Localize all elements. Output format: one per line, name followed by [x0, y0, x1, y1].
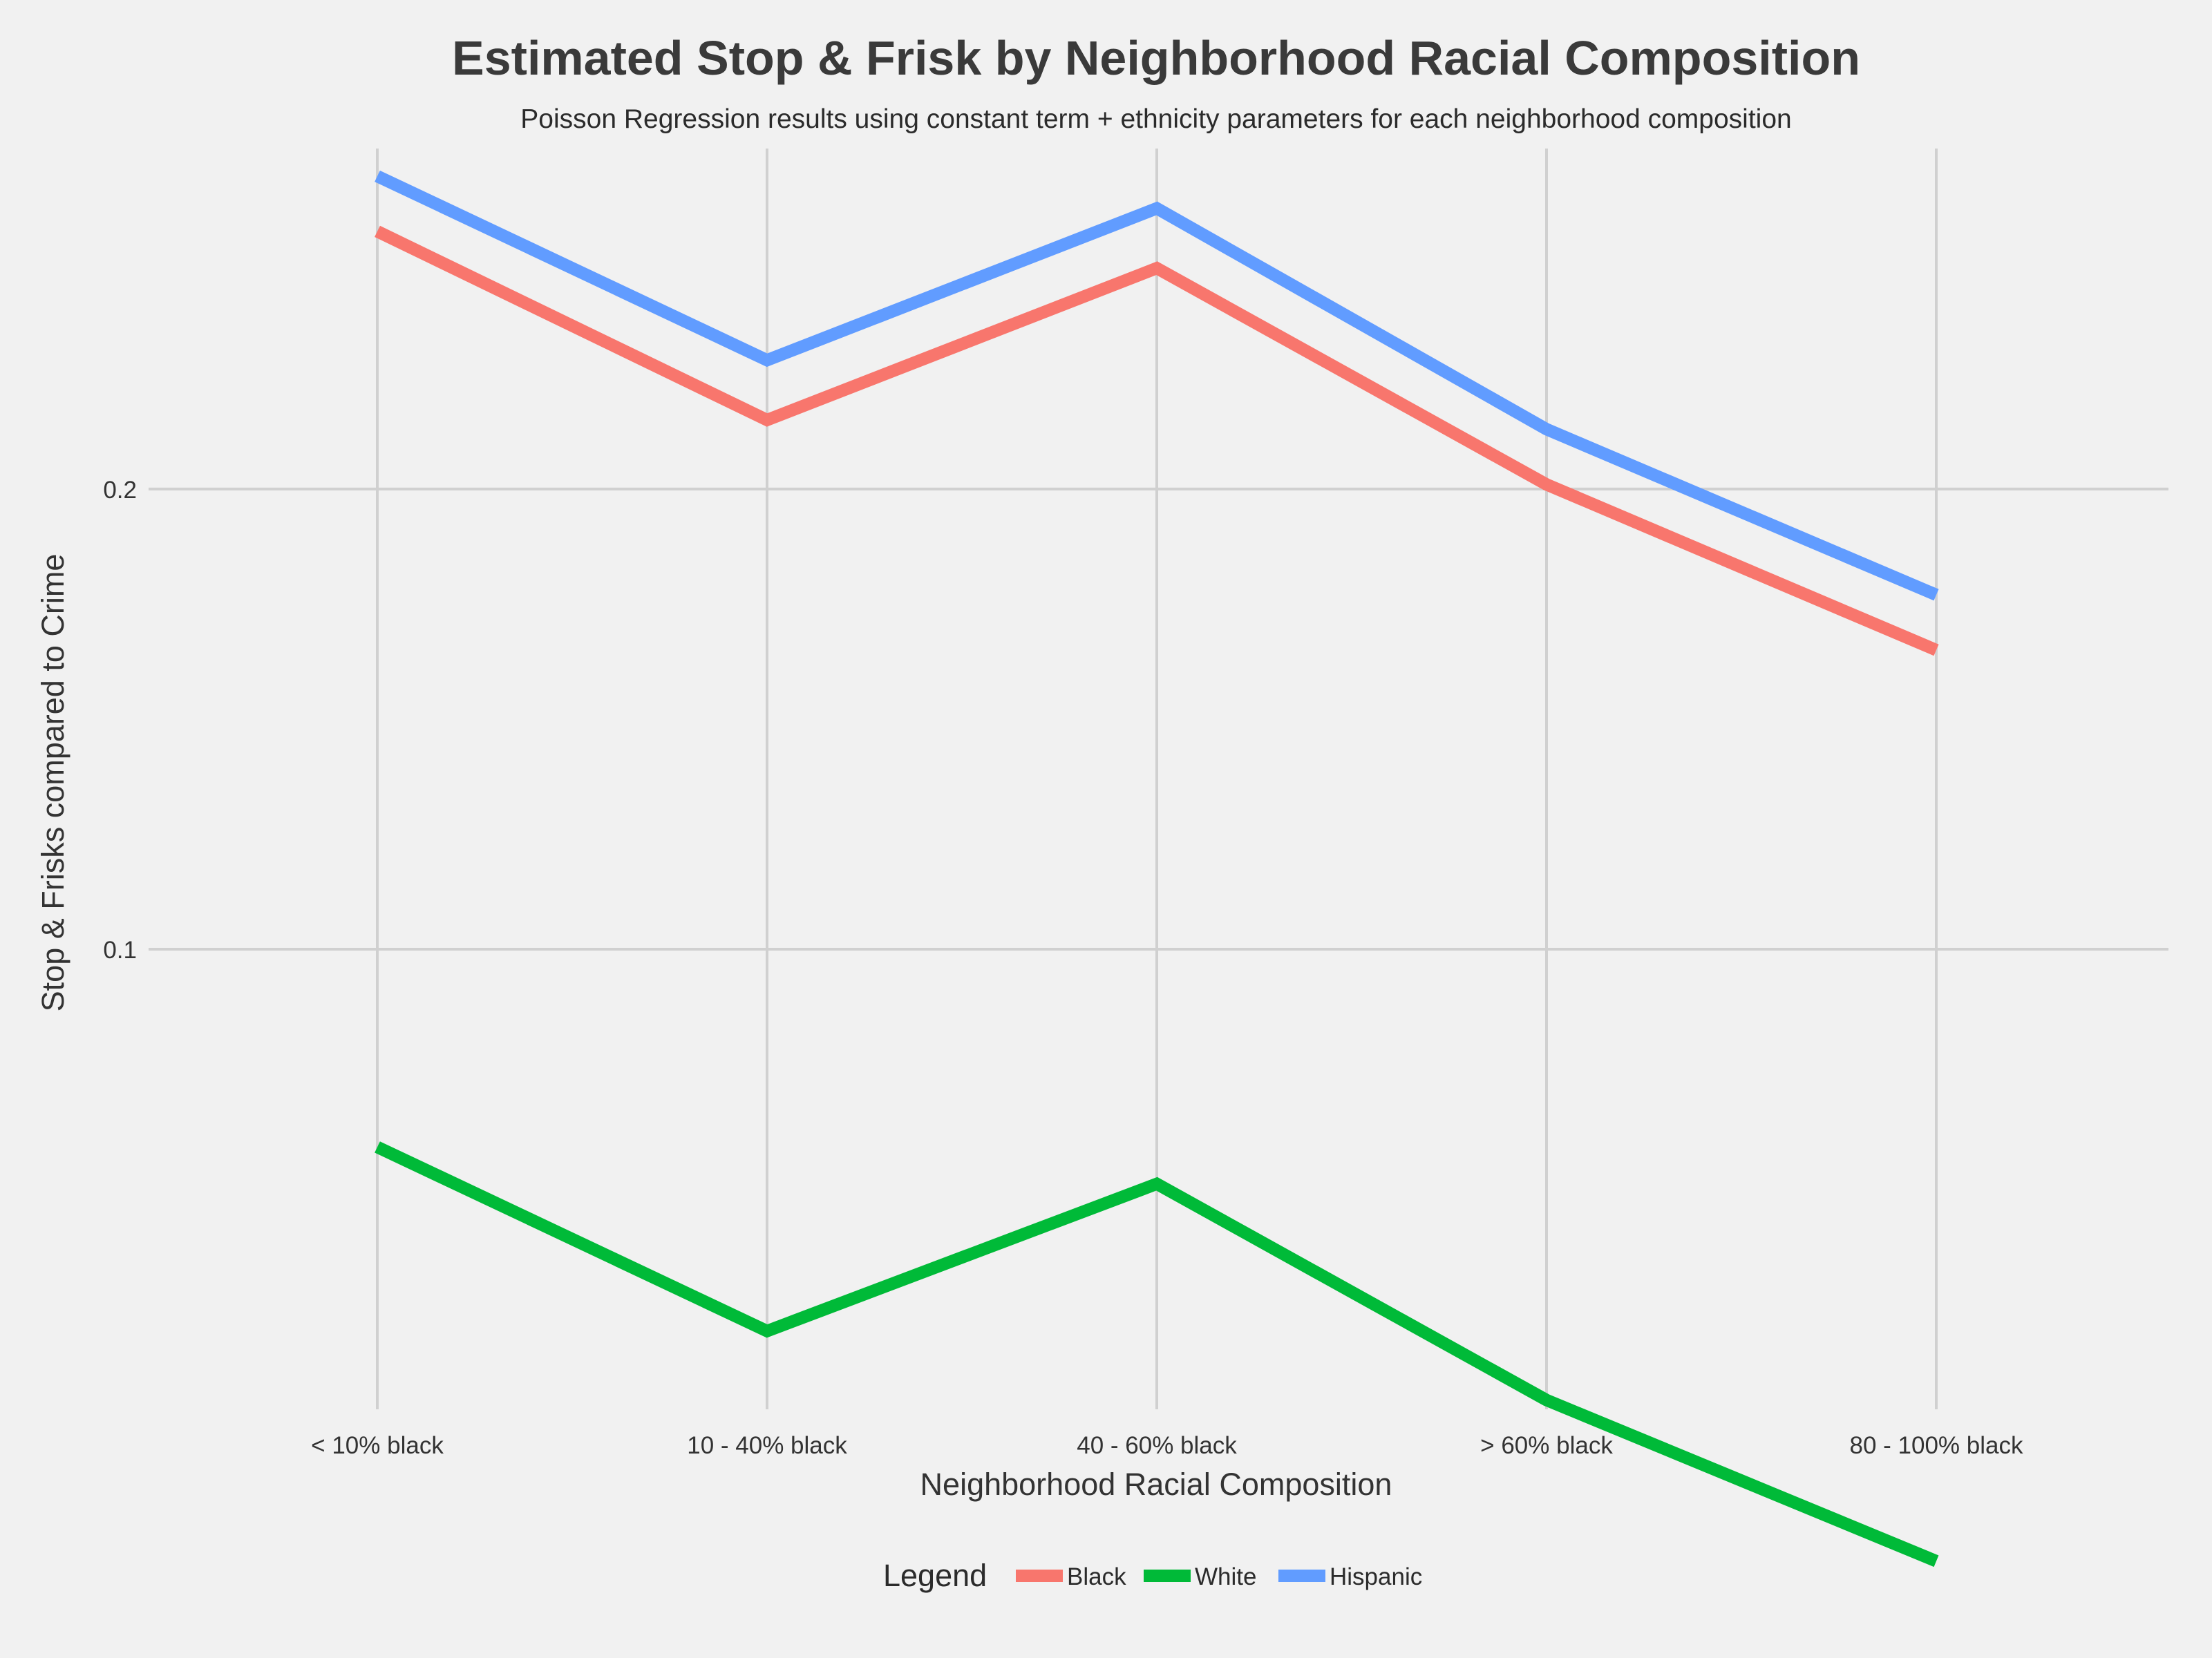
legend-title: Legend	[883, 1558, 987, 1593]
x-tick-labels: < 10% black 10 - 40% black 40 - 60% black >…	[311, 1432, 2023, 1459]
series-layer	[375, 170, 1939, 1568]
series-line-black	[375, 225, 1939, 656]
legend-label-white: White	[1195, 1563, 1256, 1590]
y-axis-title: Stop & Frisks compared to Crime	[35, 554, 70, 1012]
x-tick-label: < 10% black	[311, 1432, 444, 1459]
legend-label-black: Black	[1067, 1563, 1126, 1590]
y-tick-label: 0.2	[103, 477, 137, 504]
x-tick-label: 80 - 100% black	[1850, 1432, 2023, 1459]
x-tick-label: > 60% black	[1480, 1432, 1613, 1459]
series-line-white	[375, 1141, 1939, 1568]
x-tick-label: 10 - 40% black	[687, 1432, 847, 1459]
series-line-hispanic	[375, 170, 1939, 601]
x-axis-title: Neighborhood Racial Composition	[920, 1467, 1392, 1502]
chart-subtitle: Poisson Regression results using constan…	[520, 104, 1791, 134]
y-tick-labels: 0.1 0.2	[103, 477, 137, 964]
chart-title: Estimated Stop & Frisk by Neighborhood R…	[452, 31, 1860, 85]
legend-label-hispanic: Hispanic	[1330, 1563, 1422, 1590]
x-tick-label: 40 - 60% black	[1077, 1432, 1237, 1459]
y-tick-label: 0.1	[103, 937, 137, 964]
legend: Legend Black White Hispanic	[883, 1558, 1422, 1593]
legend-items: Black White Hispanic	[1016, 1563, 1422, 1590]
